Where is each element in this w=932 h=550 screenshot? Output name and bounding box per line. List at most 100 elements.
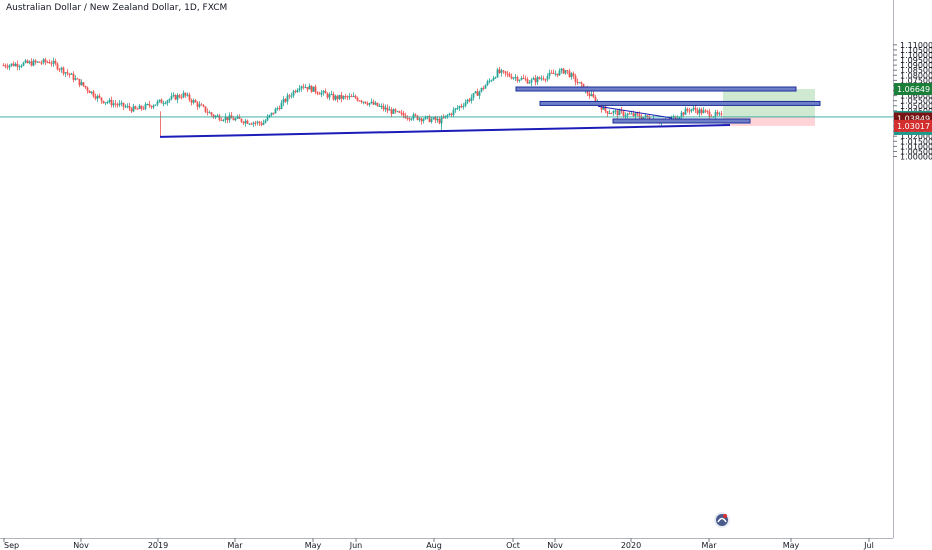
candle-body[interactable] <box>38 61 41 63</box>
candle-body[interactable] <box>522 77 525 79</box>
candle-body[interactable] <box>250 123 253 125</box>
candle-body[interactable] <box>360 100 363 102</box>
candle-body[interactable] <box>478 91 481 96</box>
candle-body[interactable] <box>26 60 29 64</box>
candle-body[interactable] <box>200 104 203 106</box>
candle-body[interactable] <box>470 97 473 101</box>
candle-body[interactable] <box>54 60 57 64</box>
candle-body[interactable] <box>204 106 207 112</box>
candle-body[interactable] <box>456 108 459 110</box>
candle-body[interactable] <box>500 70 503 73</box>
candle-body[interactable] <box>168 99 171 101</box>
candle-body[interactable] <box>514 77 517 79</box>
candle-body[interactable] <box>352 95 355 97</box>
candle-body[interactable] <box>234 118 237 121</box>
candle-body[interactable] <box>28 61 31 64</box>
candle-body[interactable] <box>4 65 7 67</box>
candle-body[interactable] <box>704 110 707 112</box>
candle-body[interactable] <box>214 115 217 118</box>
candle-body[interactable] <box>370 101 373 103</box>
candle-body[interactable] <box>50 63 53 65</box>
candle-body[interactable] <box>380 105 383 107</box>
candle-body[interactable] <box>434 117 437 121</box>
candle-body[interactable] <box>116 104 119 106</box>
candle-body[interactable] <box>506 73 509 75</box>
candle-body[interactable] <box>422 119 425 122</box>
candle-body[interactable] <box>494 77 497 79</box>
candle-body[interactable] <box>240 118 243 122</box>
candle-body[interactable] <box>524 78 527 80</box>
candle-body[interactable] <box>682 112 685 115</box>
candle-body[interactable] <box>202 105 205 107</box>
candle-body[interactable] <box>504 71 507 74</box>
candle-body[interactable] <box>166 100 169 104</box>
candle-body[interactable] <box>366 103 369 105</box>
candle-body[interactable] <box>720 113 723 115</box>
candle-body[interactable] <box>84 85 87 88</box>
candle-body[interactable] <box>516 77 519 81</box>
candle-body[interactable] <box>398 111 401 113</box>
candle-body[interactable] <box>340 94 343 99</box>
stop-price-tag[interactable] <box>894 119 932 132</box>
candle-body[interactable] <box>688 110 691 112</box>
candle-body[interactable] <box>36 61 39 63</box>
candle-body[interactable] <box>12 63 15 67</box>
candle-body[interactable] <box>716 112 719 115</box>
candle-body[interactable] <box>260 123 263 125</box>
candle-body[interactable] <box>66 72 69 74</box>
candle-body[interactable] <box>304 87 307 89</box>
candle-body[interactable] <box>196 102 199 107</box>
candle-body[interactable] <box>64 72 67 74</box>
candle-body[interactable] <box>408 118 411 120</box>
candle-body[interactable] <box>246 120 249 124</box>
candle-body[interactable] <box>536 77 539 83</box>
candle-body[interactable] <box>146 104 149 106</box>
candle-body[interactable] <box>414 114 417 116</box>
resistance-zone-upper[interactable] <box>515 86 797 92</box>
candle-body[interactable] <box>364 101 367 104</box>
candle-body[interactable] <box>576 81 579 83</box>
candle-body[interactable] <box>706 110 709 112</box>
candle-body[interactable] <box>386 107 389 111</box>
candle-body[interactable] <box>208 112 211 114</box>
candle-body[interactable] <box>262 122 265 125</box>
candle-body[interactable] <box>190 99 193 103</box>
candle-body[interactable] <box>446 115 449 117</box>
candle-body[interactable] <box>488 80 491 82</box>
candle-body[interactable] <box>282 99 285 103</box>
candle-body[interactable] <box>24 60 27 63</box>
candle-body[interactable] <box>344 96 347 98</box>
candle-body[interactable] <box>348 96 351 98</box>
candle-body[interactable] <box>162 103 165 105</box>
candle-body[interactable] <box>152 105 155 108</box>
candle-body[interactable] <box>302 86 305 88</box>
candle-body[interactable] <box>294 91 297 93</box>
candle-body[interactable] <box>708 111 711 117</box>
candle-body[interactable] <box>346 96 349 98</box>
candle-body[interactable] <box>160 99 163 104</box>
candle-body[interactable] <box>142 108 145 110</box>
candle-body[interactable] <box>684 108 687 115</box>
candle-body[interactable] <box>314 86 317 93</box>
candle-body[interactable] <box>462 105 465 107</box>
candle-body[interactable] <box>550 72 553 74</box>
candle-body[interactable] <box>80 82 83 86</box>
candle-body[interactable] <box>484 85 487 89</box>
candle-body[interactable] <box>564 70 567 74</box>
candle-body[interactable] <box>442 117 445 119</box>
candle-body[interactable] <box>680 112 683 118</box>
candle-body[interactable] <box>188 94 191 100</box>
candle-body[interactable] <box>220 119 223 121</box>
candle-body[interactable] <box>92 91 95 97</box>
candle-body[interactable] <box>118 103 121 106</box>
candle-body[interactable] <box>460 106 463 108</box>
candle-body[interactable] <box>420 118 423 122</box>
candle-body[interactable] <box>112 103 115 106</box>
candle-body[interactable] <box>124 106 127 108</box>
candle-body[interactable] <box>182 92 185 98</box>
candle-body[interactable] <box>236 116 239 119</box>
candle-body[interactable] <box>86 87 89 91</box>
candle-body[interactable] <box>8 65 11 68</box>
candle-body[interactable] <box>6 66 9 68</box>
candle-body[interactable] <box>108 99 111 103</box>
